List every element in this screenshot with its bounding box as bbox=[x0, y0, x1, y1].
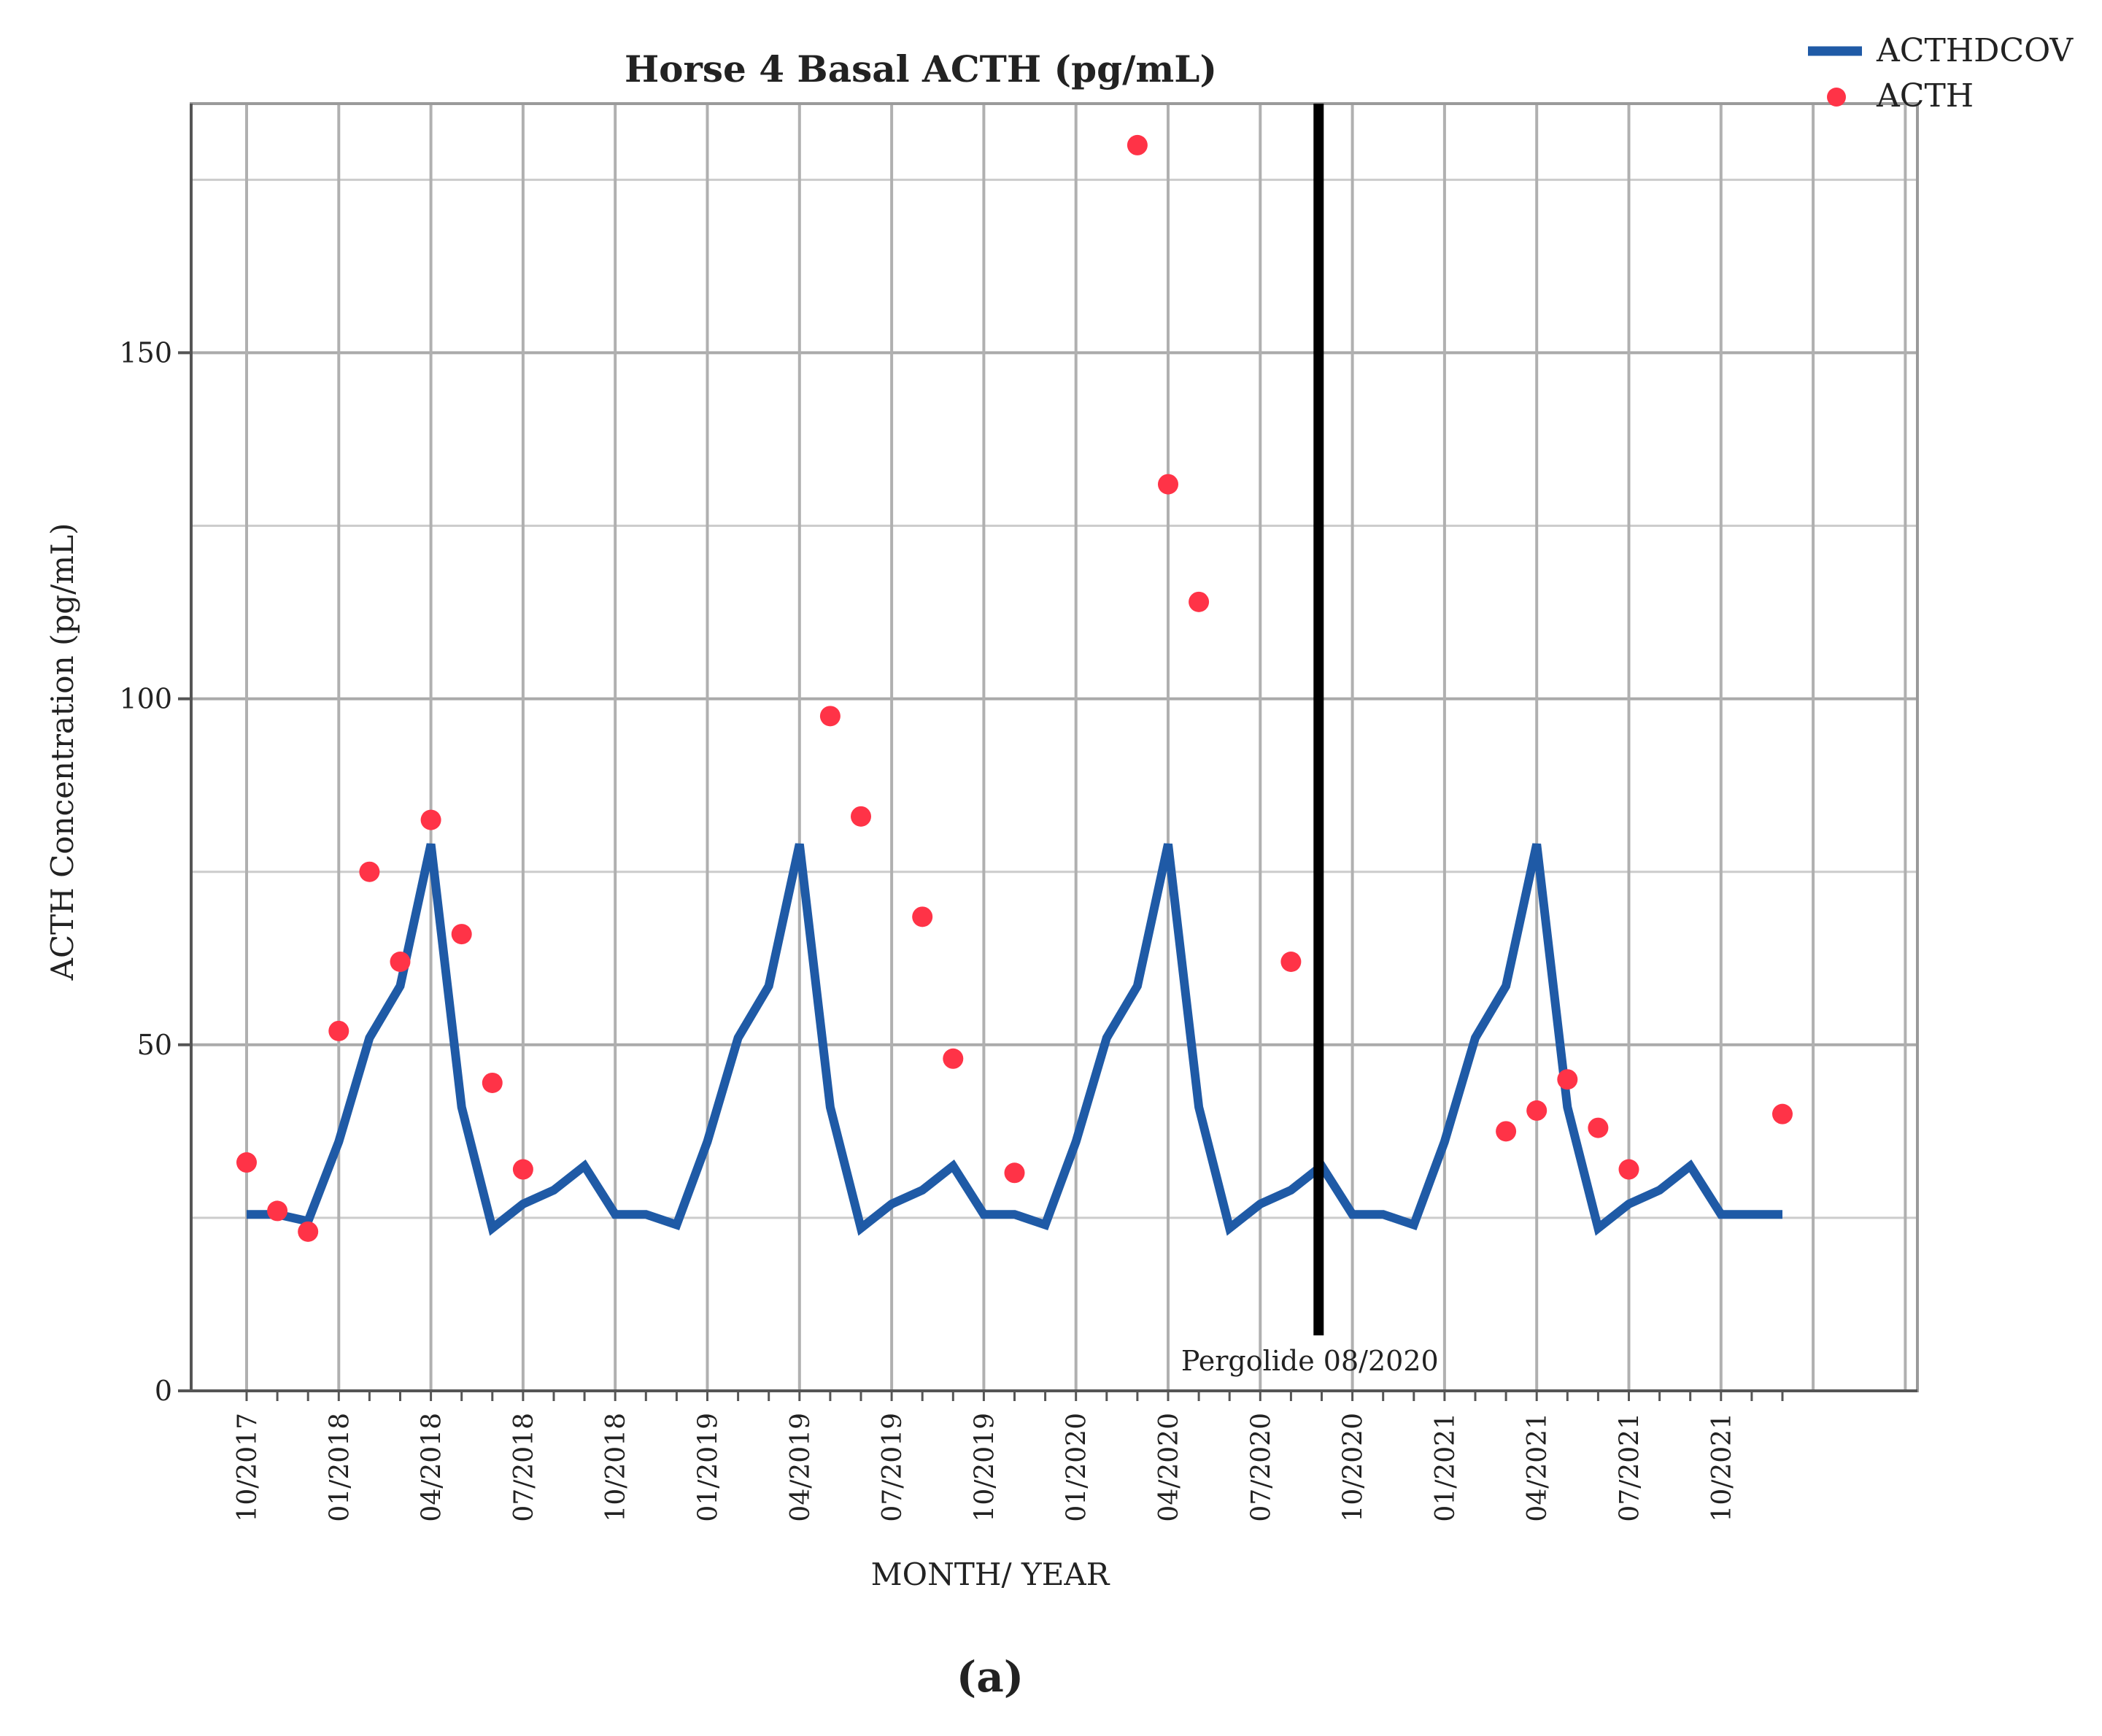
x-tick-label: 01/2020 bbox=[1062, 1413, 1092, 1522]
annotations: Pergolide 08/2020 bbox=[1181, 104, 1439, 1377]
pergolide-label: Pergolide 08/2020 bbox=[1181, 1345, 1439, 1377]
x-tick-label: 04/2021 bbox=[1523, 1413, 1553, 1522]
acth-point bbox=[482, 1072, 503, 1093]
acthdcov-line bbox=[247, 843, 1782, 1236]
acth-point bbox=[328, 1020, 349, 1041]
acth-point bbox=[1588, 1117, 1609, 1138]
chart-title: Horse 4 Basal ACTH (pg/mL) bbox=[625, 47, 1217, 90]
x-tick-label: 01/2019 bbox=[694, 1413, 724, 1522]
acth-point bbox=[1280, 952, 1302, 972]
x-tick-label: 01/2018 bbox=[325, 1413, 355, 1522]
acth-point bbox=[1557, 1069, 1578, 1090]
legend: ACTHDCOV ACTH bbox=[1808, 32, 2074, 115]
x-tick-label: 04/2020 bbox=[1154, 1413, 1184, 1522]
acth-point bbox=[298, 1221, 319, 1242]
x-tick-label: 07/2018 bbox=[509, 1413, 539, 1522]
acth-point bbox=[267, 1200, 288, 1222]
acth-point bbox=[1127, 134, 1148, 155]
acth-point bbox=[1158, 474, 1178, 495]
y-axis-ticks: 0 50 100 150 bbox=[119, 336, 191, 1407]
x-axis-title: MONTH/ YEAR bbox=[871, 1556, 1110, 1592]
legend-dot-swatch bbox=[1827, 88, 1846, 107]
x-tick-label: 04/2019 bbox=[786, 1413, 816, 1522]
acth-point bbox=[359, 861, 380, 882]
y-axis-title: ACTH Concentration (pg/mL) bbox=[45, 523, 80, 981]
y-tick-label: 150 bbox=[119, 336, 172, 369]
acth-point bbox=[912, 906, 933, 927]
x-tick-label: 10/2017 bbox=[233, 1413, 263, 1522]
acth-point bbox=[1772, 1103, 1793, 1124]
series-acth bbox=[236, 134, 1793, 1242]
x-tick-label: 10/2018 bbox=[601, 1413, 631, 1522]
legend-label-acthdcov: ACTHDCOV bbox=[1876, 32, 2074, 69]
x-tick-label: 04/2018 bbox=[417, 1413, 447, 1522]
acth-point bbox=[1618, 1159, 1639, 1180]
figure-caption: (a) bbox=[957, 1652, 1024, 1702]
x-tick-label: 07/2021 bbox=[1615, 1413, 1645, 1522]
acth-point bbox=[1526, 1100, 1547, 1121]
x-tick-label: 10/2019 bbox=[970, 1413, 1000, 1522]
acth-point bbox=[420, 809, 441, 830]
x-tick-label: 10/2021 bbox=[1707, 1413, 1737, 1522]
acth-point bbox=[819, 706, 841, 727]
x-axis-ticks: 10/2017 01/2018 04/2018 07/2018 10/2018 01/20… bbox=[233, 1391, 1784, 1522]
x-tick-label: 10/2020 bbox=[1339, 1413, 1369, 1522]
acth-point bbox=[236, 1152, 257, 1173]
y-tick-label: 50 bbox=[137, 1029, 172, 1061]
acth-point bbox=[943, 1048, 964, 1069]
y-tick-label: 100 bbox=[119, 683, 172, 715]
x-tick-label: 01/2021 bbox=[1431, 1413, 1461, 1522]
legend-label-acth: ACTH bbox=[1876, 77, 1974, 115]
acth-point bbox=[851, 806, 871, 827]
acth-point bbox=[1496, 1121, 1517, 1142]
x-tick-label: 07/2020 bbox=[1246, 1413, 1276, 1522]
acth-point bbox=[1189, 591, 1210, 612]
acth-point bbox=[451, 924, 472, 945]
series-acthdcov bbox=[247, 843, 1782, 1236]
y-tick-label: 0 bbox=[155, 1375, 172, 1407]
acth-point bbox=[1004, 1162, 1025, 1184]
x-tick-label: 07/2019 bbox=[878, 1413, 908, 1522]
acth-point bbox=[390, 952, 411, 972]
acth-point bbox=[512, 1159, 533, 1180]
